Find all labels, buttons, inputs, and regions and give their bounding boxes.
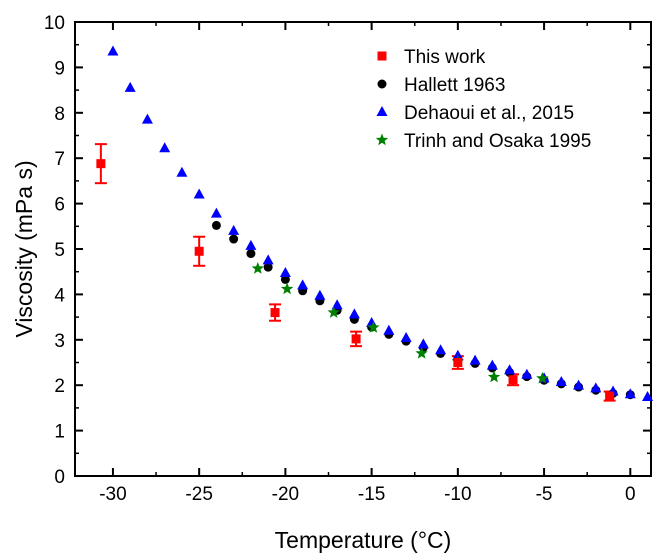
data-point-triangle <box>314 289 326 300</box>
x-tick-label: -25 <box>185 484 212 505</box>
data-point-triangle <box>642 391 653 402</box>
y-axis-title: Viscosity (mPa s) <box>11 160 37 337</box>
y-tick-label: 9 <box>54 58 65 79</box>
data-point-triangle <box>297 279 309 290</box>
data-point-triangle <box>400 331 412 342</box>
data-point-square <box>194 246 204 256</box>
data-point-star <box>487 370 501 383</box>
data-point-star <box>367 321 380 333</box>
y-tick-label: 6 <box>54 195 65 216</box>
legend-marker-star <box>375 133 389 146</box>
data-point-triangle <box>469 354 481 365</box>
x-tick-label: -20 <box>272 484 299 505</box>
y-tick-label: 0 <box>54 467 65 488</box>
data-point-square <box>453 358 463 367</box>
data-point-star <box>536 371 549 384</box>
data-point-triangle <box>452 349 464 360</box>
data-point-triangle <box>348 308 360 319</box>
data-point-circle <box>246 249 256 259</box>
data-point-star <box>251 262 264 274</box>
y-tick-label: 2 <box>54 376 65 397</box>
data-point-circle <box>280 274 290 284</box>
data-point-square <box>351 334 361 344</box>
plot-frame <box>74 21 652 477</box>
data-point-triangle <box>331 299 343 310</box>
data-point-triangle <box>521 368 533 379</box>
y-tick-label: 3 <box>54 331 65 352</box>
legend-marker-circle <box>377 79 387 89</box>
x-tick-label: -10 <box>444 484 471 505</box>
legend-entry-label: Trinh and Osaka 1995 <box>404 131 591 152</box>
data-point-triangle <box>245 239 257 250</box>
data-point-square <box>270 308 280 318</box>
data-point-triangle <box>417 338 429 349</box>
data-point-triangle <box>573 379 585 390</box>
y-tick-label: 5 <box>54 240 65 261</box>
data-point-star <box>415 346 428 359</box>
data-point-star <box>327 306 340 318</box>
legend-entry-label: This work <box>404 47 486 68</box>
x-tick-label: 0 <box>625 484 636 505</box>
data-point-triangle <box>159 142 171 153</box>
data-point-triangle <box>624 388 636 399</box>
legend-marker-square <box>377 51 387 61</box>
data-point-square <box>508 375 518 385</box>
x-axis-title: Temperature (°C) <box>275 527 452 553</box>
data-point-circle <box>211 220 221 230</box>
data-point-square <box>96 159 106 169</box>
data-point-triangle <box>124 81 136 92</box>
data-point-triangle <box>383 324 395 335</box>
data-point-triangle <box>107 45 119 56</box>
data-point-star <box>280 282 294 295</box>
plot-border <box>74 21 652 477</box>
y-tick-label: 10 <box>44 13 65 34</box>
legend-entry-label: Hallett 1963 <box>404 75 505 96</box>
y-tick-label: 8 <box>54 104 65 125</box>
data-point-triangle <box>228 224 240 235</box>
data-point-triangle <box>486 359 498 370</box>
y-tick-label: 7 <box>54 149 65 170</box>
error-bars <box>94 143 616 402</box>
legend: This work Hallett 1963 Dehaoui et al., 201… <box>375 47 591 152</box>
y-tick-label: 1 <box>54 422 65 443</box>
x-tick-label: -15 <box>358 484 385 505</box>
data-point-triangle <box>279 267 291 278</box>
data-point-triangle <box>210 207 222 218</box>
data-point-triangle <box>504 364 516 375</box>
x-tick-label: -5 <box>536 484 553 505</box>
data-point-square <box>605 391 615 401</box>
data-point-triangle <box>193 188 205 199</box>
data-point-circle <box>229 234 239 244</box>
data-point-circle <box>263 262 273 272</box>
legend-entry-label: Dehaoui et al., 2015 <box>404 103 574 124</box>
data-point-triangle <box>590 382 602 393</box>
data-point-triangle <box>435 344 447 355</box>
axis-ticks: -30 -25 -20 -15 -10 -5 0 0 1 2 3 4 5 6 7 8 9 10 <box>44 13 651 505</box>
data-points <box>96 45 653 402</box>
legend-marker-triangle <box>376 106 388 116</box>
data-point-triangle <box>176 166 188 177</box>
data-point-triangle <box>262 254 274 265</box>
data-point-triangle <box>141 113 153 124</box>
x-tick-label: -30 <box>99 484 126 505</box>
y-tick-label: 4 <box>54 285 65 306</box>
data-point-triangle <box>555 376 567 387</box>
